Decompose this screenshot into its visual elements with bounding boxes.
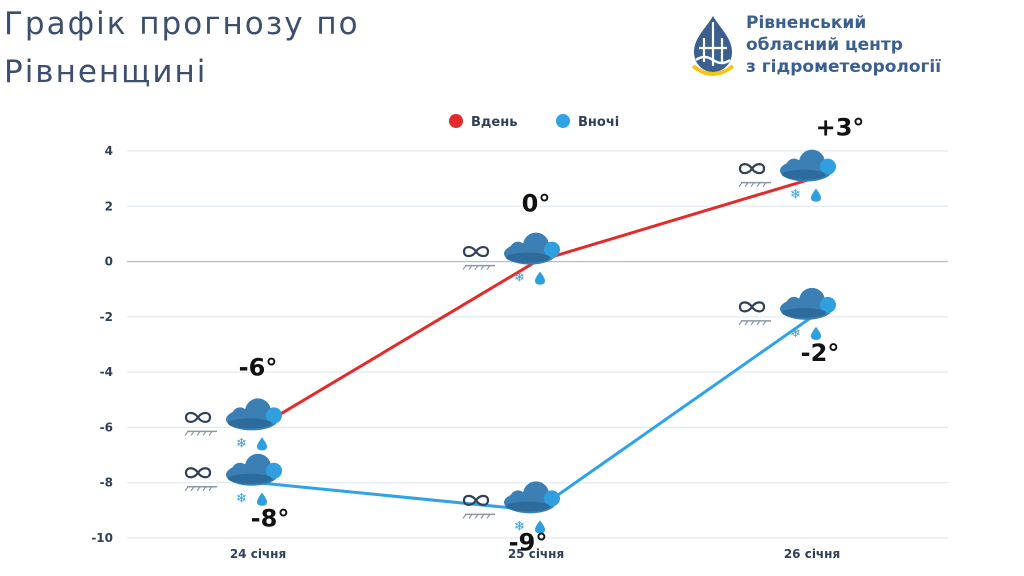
legend-label: Вночі [578, 115, 619, 130]
cloud-sleet-haze-icon: ❄ [738, 149, 836, 203]
snowflake-icon: ❄ [790, 326, 801, 341]
haze-hatch [184, 486, 213, 492]
organization-block: Рівненський обласний центр з гідрометеор… [690, 12, 941, 78]
haze-symbol [738, 301, 766, 313]
series-line [257, 315, 813, 512]
haze-symbol [462, 494, 490, 506]
cloud-puff [799, 149, 825, 176]
data-label: -8° [251, 505, 290, 533]
haze-symbol [184, 467, 212, 479]
cloud-shade [228, 418, 272, 429]
raindrop-icon [535, 271, 545, 285]
org-line-2: обласний центр [746, 35, 903, 55]
y-tick-label: 0 [105, 255, 113, 269]
data-label: -2° [801, 339, 840, 367]
data-label: -6° [239, 353, 278, 381]
raindrop-icon [257, 437, 267, 451]
page-title: Графік прогнозу по Рівненщині [4, 0, 360, 96]
legend-label: Вдень [471, 115, 517, 130]
y-tick-label: -4 [100, 365, 113, 379]
y-tick-label: -10 [91, 531, 113, 545]
snowflake-icon: ❄ [514, 519, 525, 534]
haze-hatch [462, 513, 491, 519]
haze-hatch [738, 320, 767, 326]
cloud-puff [544, 490, 560, 507]
cloud-puff [266, 462, 282, 479]
raindrop-icon [811, 326, 821, 340]
cloud-shade [782, 307, 826, 318]
legend-marker [556, 114, 570, 128]
y-tick-label: 2 [105, 199, 113, 213]
x-tick-label: 25 січня [508, 547, 564, 561]
cloud-shade [228, 473, 272, 484]
title-line-1: Графік прогнозу по [4, 6, 360, 42]
cloud-puff [820, 158, 836, 175]
cloud-shade [782, 169, 826, 180]
org-line-1: Рівненський [746, 13, 867, 33]
cloud-puff [523, 232, 549, 259]
haze-hatch [738, 182, 767, 188]
y-tick-label: 4 [105, 144, 113, 158]
haze-symbol [184, 411, 212, 424]
haze-symbol [462, 245, 490, 258]
cloud-puff [266, 407, 282, 424]
title-line-2: Рівненщині [4, 54, 208, 90]
haze-symbol [738, 163, 766, 175]
snowflake-icon: ❄ [514, 271, 525, 286]
data-label: -9° [509, 528, 548, 556]
organization-name: Рівненський обласний центр з гідрометеор… [746, 12, 941, 78]
data-label: 0° [522, 190, 551, 218]
raindrop-icon [811, 188, 821, 202]
snowflake-icon: ❄ [236, 436, 247, 451]
cloud-sleet-haze-icon: ❄ [184, 453, 282, 507]
y-tick-label: -8 [100, 476, 113, 490]
legend-marker [449, 114, 463, 128]
y-tick-label: -6 [100, 420, 113, 434]
cloud-shade [506, 501, 550, 512]
raindrop-icon [535, 520, 545, 534]
data-label: +3° [816, 114, 865, 142]
cloud-puff [799, 287, 825, 314]
org-line-3: з гідрометеорології [746, 57, 942, 77]
x-tick-label: 24 січня [230, 547, 286, 561]
cloud-puff [245, 453, 271, 480]
raindrop-icon [257, 492, 267, 506]
cloud-puff [245, 398, 271, 425]
cloud-shade [506, 252, 550, 263]
cloud-sleet-haze-icon: ❄ [462, 481, 560, 534]
cloud-puff [820, 296, 836, 313]
haze-hatch [462, 265, 491, 270]
snowflake-icon: ❄ [790, 188, 801, 203]
snowflake-icon: ❄ [236, 492, 247, 507]
y-tick-label: -2 [100, 310, 113, 324]
cloud-puff [544, 241, 560, 258]
x-tick-label: 26 січня [784, 547, 840, 561]
cloud-sleet-haze-icon: ❄ [462, 232, 560, 286]
cloud-puff [523, 481, 549, 508]
hydromet-logo-icon [691, 16, 735, 76]
haze-hatch [184, 431, 213, 436]
cloud-sleet-haze-icon: ❄ [738, 287, 836, 341]
cloud-sleet-haze-icon: ❄ [184, 398, 282, 451]
